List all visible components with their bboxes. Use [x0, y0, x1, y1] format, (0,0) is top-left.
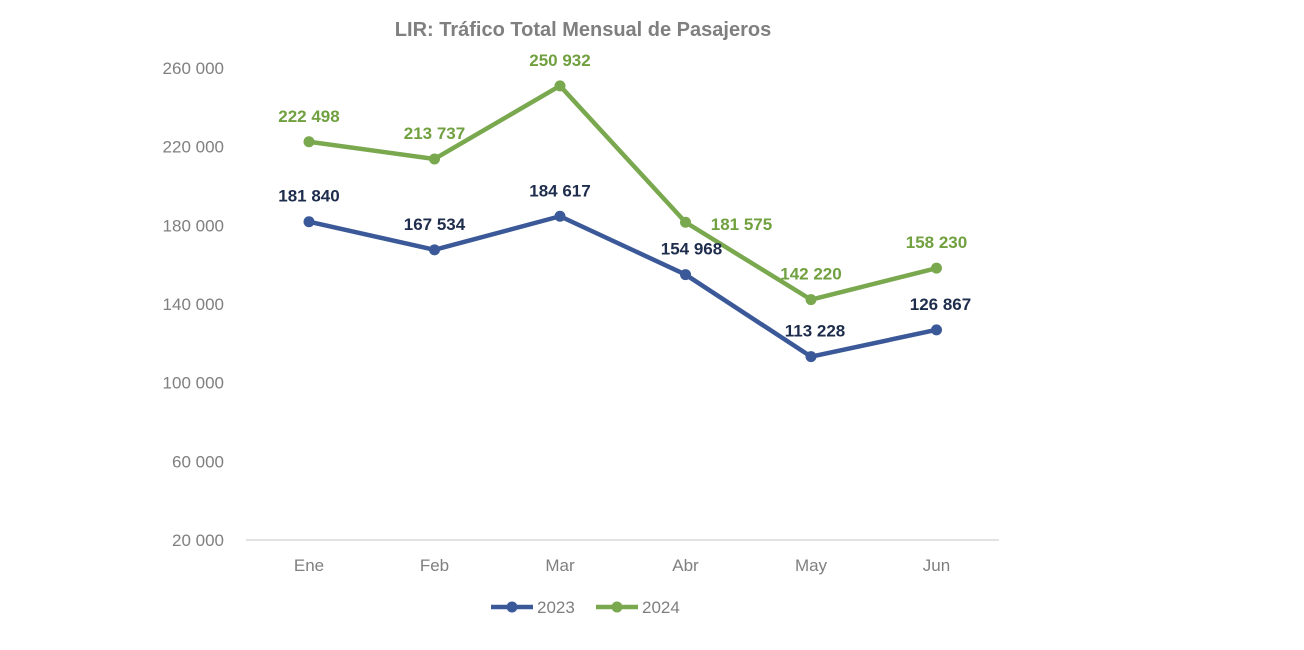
data-point-2023 — [303, 216, 315, 228]
data-point-2024 — [303, 136, 315, 148]
legend-marker — [611, 601, 623, 613]
legend-marker — [506, 601, 518, 613]
data-point-2024 — [931, 262, 942, 274]
data-point-2023 — [931, 324, 942, 336]
y-tick-label: 220 000 — [163, 138, 224, 157]
y-tick-label: 180 000 — [163, 216, 224, 235]
data-label-2024: 250 932 — [529, 51, 590, 70]
x-tick-label: Mar — [545, 556, 575, 575]
x-tick-label: May — [795, 556, 828, 575]
legend-item-2023[interactable]: 2023 — [491, 598, 575, 617]
legend-label: 2023 — [537, 598, 575, 617]
data-point-2024 — [554, 80, 566, 92]
x-tick-label: Ene — [294, 556, 324, 575]
x-tick-label: Abr — [672, 556, 699, 575]
y-tick-label: 60 000 — [172, 452, 224, 471]
data-label-2023: 184 617 — [529, 181, 590, 200]
data-point-2023 — [554, 210, 566, 222]
data-label-2023: 113 228 — [785, 322, 846, 341]
data-point-2023 — [805, 351, 817, 363]
legend-label: 2024 — [642, 598, 680, 617]
series-group — [303, 80, 942, 363]
data-label-2024: 213 737 — [404, 124, 465, 143]
x-tick-label: Feb — [420, 556, 449, 575]
y-tick-label: 20 000 — [172, 531, 224, 550]
data-point-2023 — [429, 244, 440, 256]
data-label-2024: 222 498 — [278, 107, 339, 126]
data-label-2023: 126 867 — [910, 295, 971, 314]
data-point-2024 — [429, 153, 440, 165]
y-tick-label: 140 000 — [163, 295, 224, 314]
legend-item-2024[interactable]: 2024 — [596, 598, 680, 617]
y-tick-label: 260 000 — [163, 59, 224, 78]
data-label-2024: 142 220 — [780, 265, 841, 284]
series-line-2023 — [306, 214, 939, 359]
data-label-2024: 158 230 — [906, 233, 967, 252]
data-labels: 181 840 167 534 184 617 154 968 113 228 126 8… — [278, 51, 971, 341]
data-label-2023: 181 840 — [278, 187, 339, 206]
y-tick-label: 100 000 — [163, 374, 224, 393]
series-line-2024 — [306, 83, 939, 302]
data-point-2024 — [805, 294, 817, 306]
x-tick-label: Jun — [923, 556, 950, 575]
data-label-2024: 181 575 — [711, 215, 772, 234]
data-point-2023 — [680, 269, 691, 281]
x-axis-ticks: Ene Feb Mar Abr May Jun — [294, 556, 950, 575]
data-label-2023: 167 534 — [404, 215, 466, 234]
data-label-2023: 154 968 — [661, 240, 722, 259]
chart-title: LIR: Tráfico Total Mensual de Pasajeros — [395, 19, 771, 41]
data-point-2024 — [680, 216, 691, 228]
legend[interactable]: 2023 2024 — [491, 598, 680, 617]
y-axis-ticks: 20 000 60 000 100 000 140 000 180 000 220 000… — [163, 59, 224, 550]
